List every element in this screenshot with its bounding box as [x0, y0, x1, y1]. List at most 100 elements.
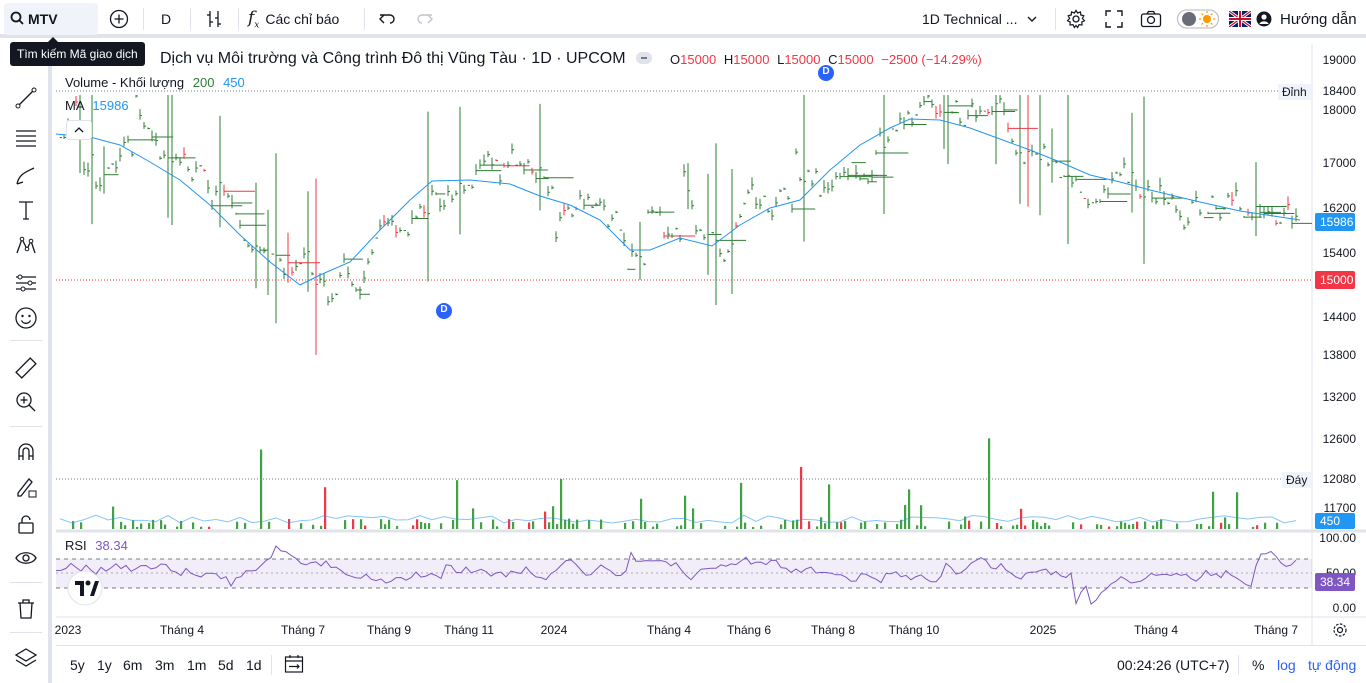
volume-bar — [320, 525, 323, 529]
lock-tool[interactable] — [10, 508, 42, 540]
market-status-icon[interactable] — [636, 52, 652, 64]
volume-bar — [1048, 525, 1051, 529]
volume-bar — [692, 508, 695, 529]
layout-menu-button[interactable]: 1D Technical ... — [914, 0, 1048, 38]
fullscreen-button[interactable] — [1100, 0, 1128, 38]
volume-bar — [148, 522, 151, 529]
snapshot-button[interactable] — [1137, 0, 1165, 38]
clock[interactable]: 00:24:26 (UTC+7) — [1117, 657, 1230, 673]
brush-icon — [16, 167, 35, 185]
volume-bar — [860, 522, 863, 529]
text-icon — [19, 201, 33, 220]
object-tree-tool[interactable] — [10, 642, 42, 674]
price-tick: 17000 — [1322, 156, 1356, 170]
volume-bar — [1160, 519, 1163, 529]
volume-bar — [640, 498, 643, 529]
language-button[interactable] — [1228, 0, 1252, 38]
text-tool[interactable] — [10, 194, 42, 226]
guide-label: Hướng dẫn — [1280, 10, 1357, 28]
interval-button[interactable]: D — [160, 11, 172, 27]
volume-bar — [324, 487, 327, 529]
range-5y[interactable]: 5y — [70, 657, 85, 673]
volume-bar — [1200, 523, 1203, 529]
range-6m[interactable]: 6m — [123, 657, 143, 673]
plus-circle-icon — [109, 9, 129, 29]
visibility-tool[interactable] — [10, 542, 42, 574]
volume-bar — [1136, 521, 1139, 529]
gear-icon — [1333, 623, 1347, 637]
volume-bar — [528, 522, 531, 529]
trough-value: 12080 — [1322, 472, 1356, 486]
range-1m[interactable]: 1m — [187, 657, 207, 673]
settings-button[interactable] — [1062, 0, 1090, 38]
volume-tag: 450 — [1315, 513, 1355, 529]
delete-drawings-tool[interactable] — [10, 593, 42, 625]
time-tick: Tháng 7 — [280, 623, 326, 637]
forecast-tool[interactable] — [10, 267, 42, 299]
axis-settings-button[interactable] — [1332, 622, 1348, 638]
volume-bar — [260, 449, 263, 529]
volume-bar — [840, 522, 843, 529]
range-1d[interactable]: 1d — [246, 657, 262, 673]
range-1y[interactable]: 1y — [97, 657, 112, 673]
goto-date-button[interactable] — [284, 654, 306, 677]
chart-type-button[interactable] — [200, 0, 228, 38]
volume-bar — [1000, 526, 1003, 529]
smile-icon — [15, 307, 37, 329]
zoom-tool[interactable] — [10, 386, 42, 418]
compare-symbol-button[interactable] — [106, 0, 132, 38]
indicators-button[interactable]: fx Các chỉ báo — [248, 0, 354, 38]
symbol-title[interactable]: Dịch vụ Môi trường và Công trình Đô thị … — [160, 50, 626, 67]
volume-bar — [600, 519, 603, 529]
volume-bar — [300, 523, 303, 529]
volume-bar — [700, 523, 703, 529]
time-tick: Tháng 11 — [444, 623, 494, 637]
range-5d[interactable]: 5d — [218, 657, 234, 673]
search-icon — [10, 11, 24, 28]
pattern-tool[interactable] — [10, 230, 42, 262]
rsi-line — [56, 545, 1297, 606]
volume-legend[interactable]: Volume - Khối lượng 200 450 — [65, 75, 245, 90]
symbol-search-button[interactable]: MTV — [4, 3, 98, 35]
volume-bar — [164, 524, 167, 529]
auto-scale-toggle[interactable]: tự động — [1308, 657, 1357, 673]
measure-tool[interactable] — [10, 352, 42, 384]
theme-toggle[interactable] — [1176, 0, 1220, 38]
log-toggle[interactable]: log — [1277, 657, 1296, 673]
volume-bar — [388, 519, 391, 529]
fib-tool[interactable] — [10, 121, 42, 153]
emoji-tool[interactable] — [10, 302, 42, 334]
chevron-down-icon — [1027, 16, 1037, 22]
volume-bar — [544, 511, 547, 529]
volume-bar — [752, 526, 755, 529]
rsi-legend[interactable]: RSI 38.34 — [65, 538, 128, 553]
ma-legend[interactable]: MA 15986 — [65, 98, 129, 113]
volume-bar — [1100, 524, 1103, 529]
volume-bar — [140, 523, 143, 529]
volume-bar — [1276, 522, 1279, 529]
undo-button[interactable] — [374, 0, 400, 38]
volume-bar — [996, 523, 999, 529]
trend-line-tool[interactable] — [10, 82, 42, 114]
brush-tool[interactable] — [10, 160, 42, 192]
forecast-icon — [16, 274, 36, 292]
volume-bar — [424, 523, 427, 529]
lock-drawings-edit-tool[interactable] — [10, 471, 42, 503]
pattern-icon — [16, 236, 36, 254]
redo-button[interactable] — [412, 0, 438, 38]
volume-bar — [176, 526, 179, 529]
magnet-tool[interactable] — [10, 436, 42, 468]
uk-flag-icon — [1229, 11, 1251, 27]
layers-icon — [14, 648, 38, 667]
lock-icon — [18, 515, 34, 534]
price-tick: 11700 — [1323, 501, 1356, 515]
guide-button[interactable]: Hướng dẫn — [1256, 0, 1362, 38]
collapse-legend-button[interactable] — [66, 120, 92, 140]
volume-bar — [496, 526, 499, 529]
range-3m[interactable]: 3m — [155, 657, 175, 673]
volume-bar — [152, 519, 155, 529]
time-tick: Tháng 10 — [888, 623, 940, 637]
volume-bar — [908, 489, 911, 529]
percent-toggle[interactable]: % — [1252, 657, 1265, 673]
